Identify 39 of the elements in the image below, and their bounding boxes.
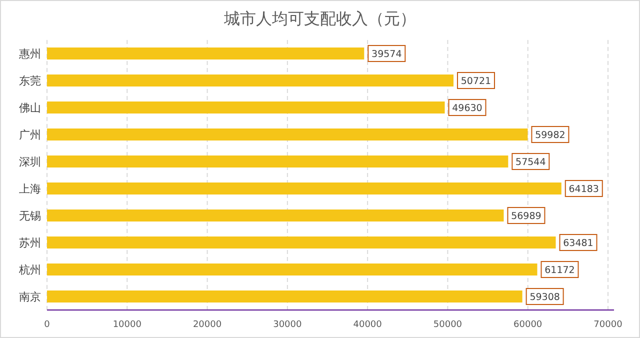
data-label: 63481 bbox=[563, 238, 594, 249]
bar bbox=[47, 48, 364, 60]
y-tick-label: 佛山 bbox=[19, 102, 41, 114]
x-tick-label: 0 bbox=[44, 320, 50, 330]
x-tick-label: 30000 bbox=[273, 320, 302, 330]
x-tick-label: 50000 bbox=[433, 320, 462, 330]
bar bbox=[47, 102, 445, 114]
bar bbox=[47, 264, 538, 276]
x-tick-label: 10000 bbox=[112, 320, 142, 330]
data-label: 49630 bbox=[452, 103, 482, 114]
chart-title: 城市人均可支配收入（元） bbox=[223, 9, 416, 28]
data-label: 61172 bbox=[544, 265, 575, 276]
bar bbox=[47, 128, 528, 140]
y-tick-label: 南京 bbox=[19, 290, 41, 304]
data-label: 59308 bbox=[530, 292, 560, 303]
bar bbox=[47, 290, 522, 302]
x-tick-label: 60000 bbox=[514, 320, 542, 330]
data-label: 50721 bbox=[460, 76, 492, 87]
y-tick-label: 上海 bbox=[19, 182, 41, 196]
y-tick-label: 东莞 bbox=[19, 74, 41, 88]
y-tick-label: 广州 bbox=[19, 128, 41, 142]
x-tick-label: 20000 bbox=[192, 320, 222, 330]
y-tick-label: 惠州 bbox=[18, 48, 41, 60]
data-label: 56989 bbox=[511, 211, 542, 222]
y-tick-label: 杭州 bbox=[18, 264, 41, 276]
y-tick-label: 深圳 bbox=[19, 156, 41, 168]
bar bbox=[47, 236, 556, 248]
data-label: 64183 bbox=[568, 184, 599, 195]
bar bbox=[47, 210, 504, 222]
data-label: 59982 bbox=[535, 130, 566, 141]
y-tick-label: 无锡 bbox=[19, 210, 41, 222]
x-tick-label: 70000 bbox=[594, 320, 623, 330]
bar bbox=[47, 156, 508, 168]
data-label: 57544 bbox=[516, 157, 546, 168]
bar bbox=[47, 74, 454, 86]
y-tick-label: 苏州 bbox=[19, 236, 41, 250]
bar bbox=[47, 182, 562, 194]
x-tick-label: 40000 bbox=[353, 320, 382, 330]
data-label: 39574 bbox=[372, 49, 402, 60]
